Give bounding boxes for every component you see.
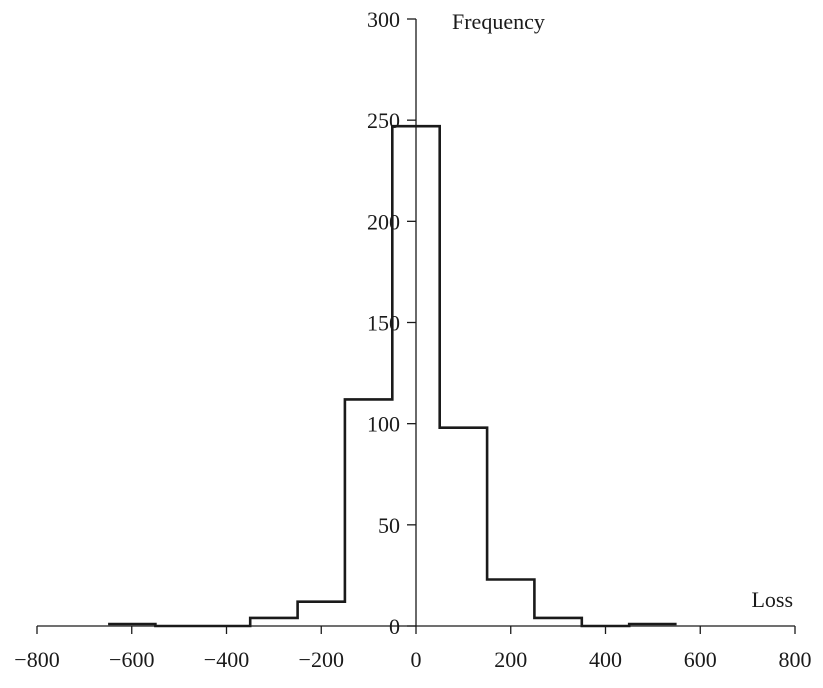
- x-tick-label: −400: [204, 647, 249, 672]
- x-tick-label: 800: [779, 647, 812, 672]
- y-tick-label: 250: [367, 108, 400, 133]
- histogram-bin: [250, 618, 297, 626]
- x-axis-label: Loss: [751, 587, 793, 612]
- histogram-bin: [345, 399, 392, 626]
- x-axis: −800 −600 −400 −200 0 200 400 600 800: [14, 625, 812, 672]
- x-tick-label: −200: [299, 647, 344, 672]
- histogram-bin: [392, 126, 439, 626]
- y-axis-label: Frequency: [452, 9, 545, 34]
- x-tick-label: 600: [684, 647, 717, 672]
- y-tick-label: 300: [367, 7, 400, 32]
- y-tick-label: 200: [367, 209, 400, 234]
- y-tick-label: 50: [378, 513, 400, 538]
- histogram-bin: [440, 428, 487, 626]
- histogram-bin: [534, 618, 581, 626]
- histogram-bin: [298, 602, 345, 626]
- x-tick-label: 0: [411, 647, 422, 672]
- y-tick-label: 150: [367, 311, 400, 336]
- x-tick-label: 400: [589, 647, 622, 672]
- x-tick-label: −800: [14, 647, 59, 672]
- histogram-bin: [108, 624, 155, 626]
- histogram-bin: [629, 624, 676, 626]
- histogram-step-line: [108, 124, 677, 628]
- y-axis: 0 50 100 150 200 250 300: [367, 7, 417, 639]
- x-tick-label: −600: [109, 647, 154, 672]
- y-tick-label: 0: [389, 614, 400, 639]
- histogram-bin: [487, 579, 534, 626]
- y-tick-label: 100: [367, 412, 400, 437]
- x-tick-label: 200: [494, 647, 527, 672]
- histogram-series: [108, 124, 677, 628]
